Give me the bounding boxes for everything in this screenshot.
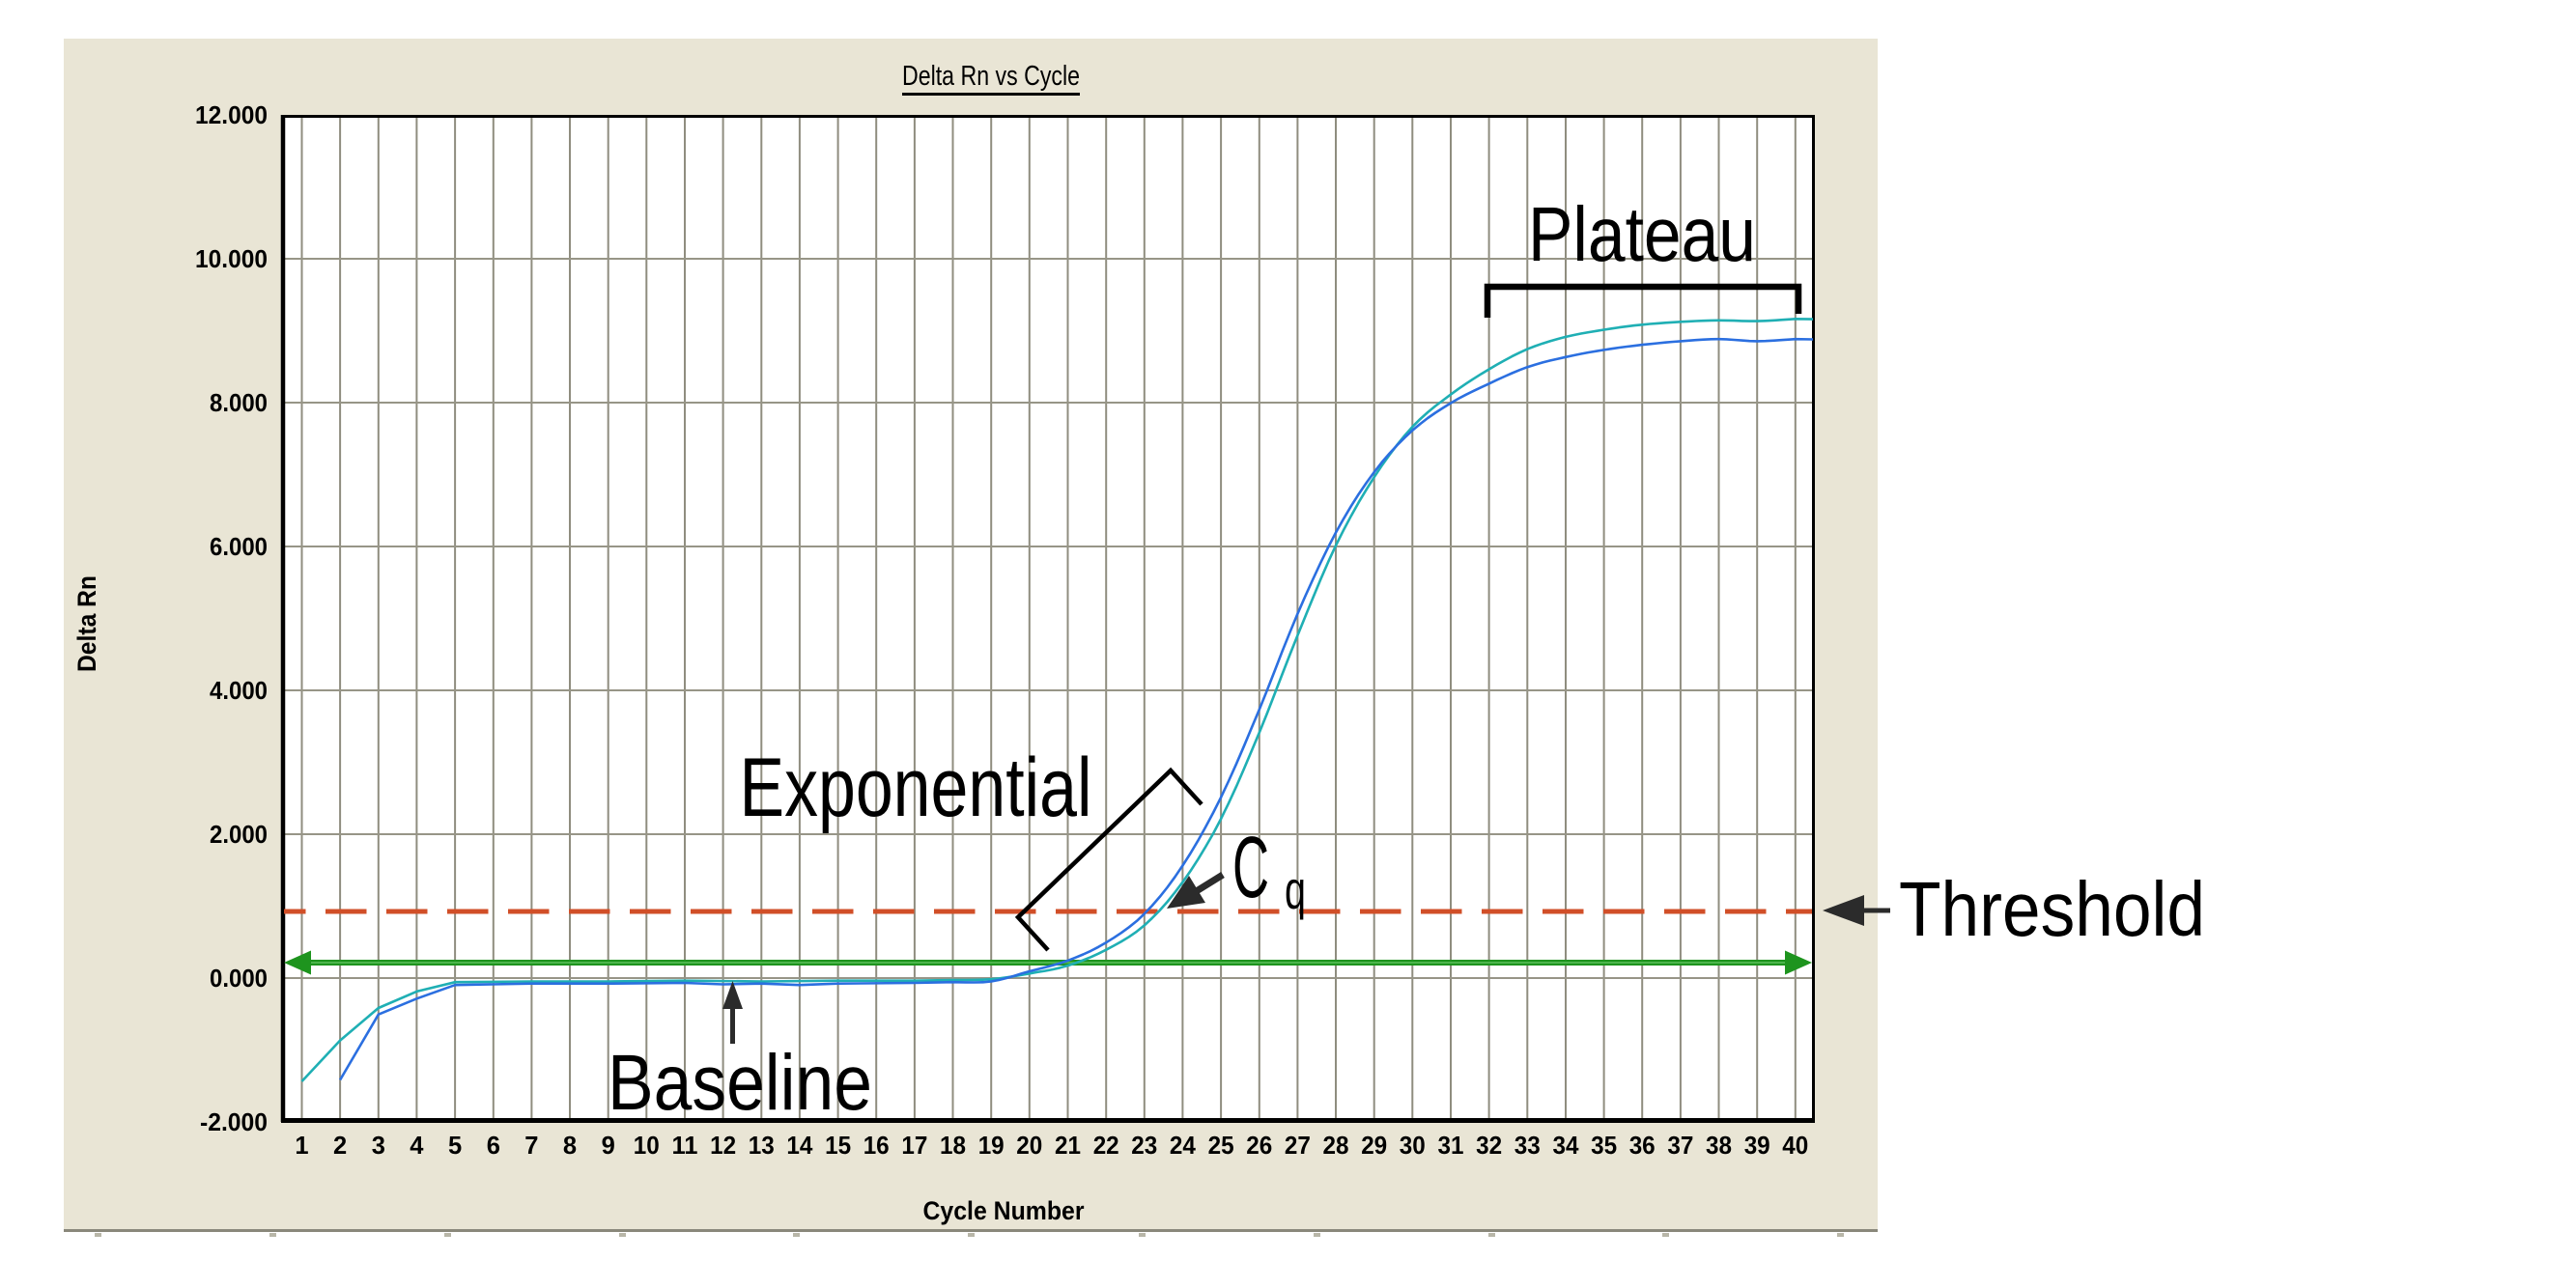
svg-text:7: 7 (524, 1133, 538, 1160)
svg-text:6: 6 (487, 1133, 500, 1160)
svg-text:q: q (1285, 859, 1306, 920)
svg-text:33: 33 (1514, 1133, 1541, 1160)
svg-text:9: 9 (602, 1133, 615, 1160)
svg-text:19: 19 (978, 1133, 1005, 1160)
svg-text:Delta Rn: Delta Rn (72, 575, 101, 672)
svg-text:Delta Rn vs Cycle: Delta Rn vs Cycle (902, 61, 1080, 92)
svg-text:Baseline: Baseline (608, 1039, 872, 1127)
svg-text:18: 18 (940, 1133, 966, 1160)
svg-text:2: 2 (333, 1133, 347, 1160)
svg-text:15: 15 (825, 1133, 851, 1160)
svg-text:34: 34 (1553, 1133, 1580, 1160)
svg-text:Plateau: Plateau (1528, 191, 1756, 277)
svg-text:25: 25 (1208, 1133, 1234, 1160)
svg-text:29: 29 (1361, 1133, 1387, 1160)
svg-text:14: 14 (786, 1133, 813, 1160)
svg-text:22: 22 (1093, 1133, 1119, 1160)
svg-text:13: 13 (749, 1133, 775, 1160)
svg-text:32: 32 (1476, 1133, 1502, 1160)
svg-text:8.000: 8.000 (210, 390, 268, 417)
svg-text:27: 27 (1285, 1133, 1311, 1160)
svg-text:16: 16 (863, 1133, 890, 1160)
svg-text:Exponential: Exponential (740, 742, 1092, 834)
svg-text:23: 23 (1131, 1133, 1157, 1160)
svg-text:36: 36 (1629, 1133, 1656, 1160)
svg-text:4: 4 (410, 1133, 424, 1160)
svg-text:20: 20 (1016, 1133, 1042, 1160)
svg-text:21: 21 (1055, 1133, 1081, 1160)
svg-text:C: C (1232, 820, 1269, 916)
svg-text:4.000: 4.000 (210, 678, 268, 705)
svg-text:30: 30 (1400, 1133, 1426, 1160)
svg-text:-2.000: -2.000 (200, 1109, 268, 1136)
svg-text:28: 28 (1323, 1133, 1349, 1160)
svg-text:37: 37 (1667, 1133, 1693, 1160)
svg-text:11: 11 (672, 1133, 698, 1160)
svg-text:12.000: 12.000 (195, 102, 268, 129)
svg-text:17: 17 (901, 1133, 927, 1160)
svg-text:38: 38 (1706, 1133, 1732, 1160)
svg-text:1: 1 (295, 1133, 308, 1160)
svg-text:6.000: 6.000 (210, 534, 268, 561)
svg-text:0.000: 0.000 (210, 966, 268, 993)
svg-text:10: 10 (634, 1133, 660, 1160)
svg-text:24: 24 (1170, 1133, 1197, 1160)
svg-text:26: 26 (1246, 1133, 1272, 1160)
svg-text:3: 3 (372, 1133, 385, 1160)
svg-text:8: 8 (563, 1133, 577, 1160)
svg-text:Threshold: Threshold (1899, 866, 2205, 952)
svg-text:10.000: 10.000 (195, 246, 268, 273)
svg-text:Cycle Number: Cycle Number (923, 1196, 1085, 1225)
svg-text:39: 39 (1744, 1133, 1770, 1160)
svg-text:31: 31 (1438, 1133, 1464, 1160)
svg-text:5: 5 (448, 1133, 462, 1160)
svg-text:35: 35 (1591, 1133, 1617, 1160)
svg-text:12: 12 (710, 1133, 736, 1160)
svg-text:40: 40 (1782, 1133, 1808, 1160)
svg-text:2.000: 2.000 (210, 822, 268, 849)
